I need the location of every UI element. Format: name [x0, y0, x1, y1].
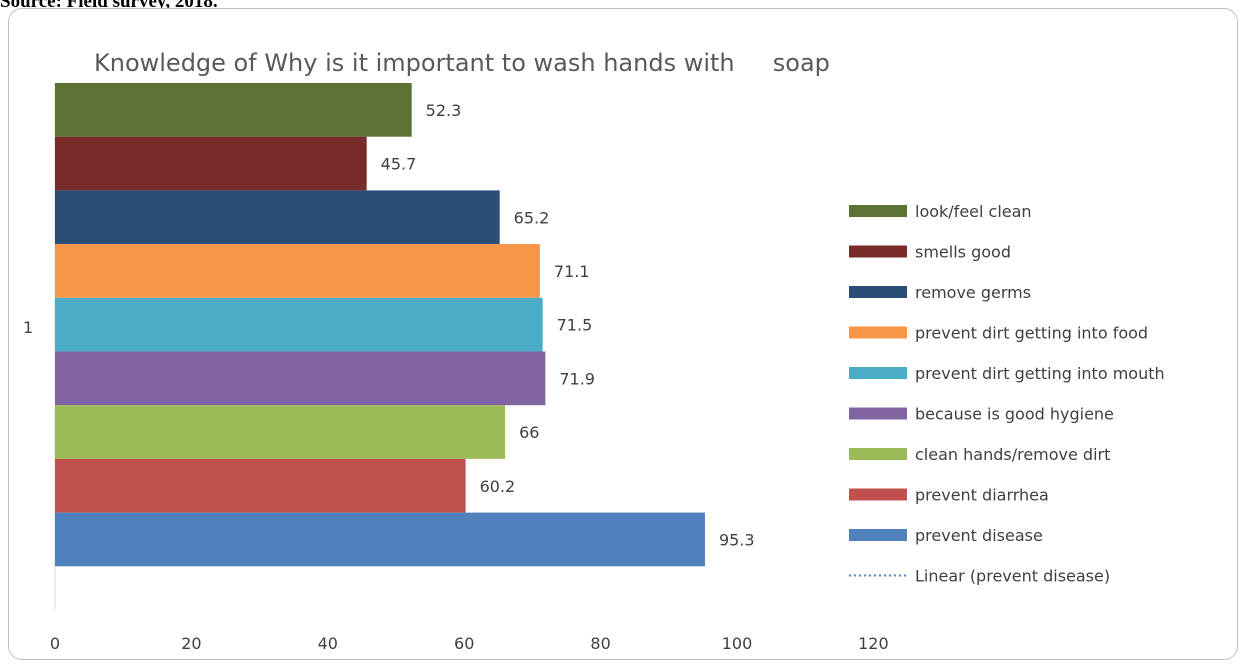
data-labels: 52.3 45.7 65.2 71.1 71.5 71.9 66 60.2 95.3 [381, 101, 755, 550]
legend-swatch [849, 326, 907, 339]
bar [55, 405, 506, 459]
x-tick-label: 40 [318, 634, 338, 653]
data-label: 71.9 [559, 369, 595, 388]
x-tick-label: 120 [858, 634, 889, 653]
chart-area: Knowledge of Why is it important to wash… [8, 8, 1238, 660]
legend-swatch [849, 529, 907, 541]
bar [55, 244, 540, 298]
data-label: 65.2 [514, 208, 550, 227]
legend-label: prevent disease [915, 526, 1043, 545]
legend-label: smells good [915, 243, 1011, 262]
legend-swatch [849, 245, 907, 258]
legend-label: because is good hygiene [915, 405, 1114, 424]
legend-swatch [849, 407, 907, 420]
legend-label: Linear (prevent disease) [915, 567, 1110, 586]
bar [55, 297, 543, 352]
bar [55, 190, 500, 245]
legend-label: prevent dirt getting into food [915, 324, 1148, 343]
legend-swatch [849, 367, 907, 379]
bar [55, 512, 705, 567]
data-label: 95.3 [719, 530, 755, 549]
bars [55, 83, 705, 567]
bar [55, 83, 412, 137]
legend-label: prevent dirt getting into mouth [915, 364, 1165, 383]
data-label: 45.7 [381, 155, 417, 174]
bar [55, 351, 546, 406]
legend-label: prevent diarrhea [915, 486, 1049, 505]
bar-chart: Knowledge of Why is it important to wash… [23, 49, 1165, 653]
x-tick-label: 60 [454, 634, 474, 653]
data-label: 52.3 [426, 101, 462, 120]
x-tick-label: 20 [181, 634, 201, 653]
legend-swatch [849, 205, 907, 217]
legend-swatch [849, 448, 907, 460]
data-label: 60.2 [480, 477, 516, 496]
data-label: 66 [519, 423, 539, 442]
legend-label: clean hands/remove dirt [915, 445, 1110, 464]
data-label: 71.1 [554, 262, 590, 281]
data-label: 71.5 [557, 316, 593, 335]
bar [55, 136, 367, 191]
legend-label: look/feel clean [915, 202, 1032, 221]
chart-title: Knowledge of Why is it important to wash… [94, 49, 830, 77]
legend-swatch [849, 488, 907, 501]
x-tick-label: 80 [590, 634, 610, 653]
bar [55, 458, 466, 513]
legend: look/feel clean smells good remove germs pr… [849, 202, 1165, 586]
x-tick-label: 100 [722, 634, 753, 653]
y-tick-label: 1 [23, 318, 33, 337]
legend-label: remove germs [915, 283, 1031, 302]
legend-swatch [849, 286, 907, 298]
x-tick-label: 0 [50, 634, 60, 653]
